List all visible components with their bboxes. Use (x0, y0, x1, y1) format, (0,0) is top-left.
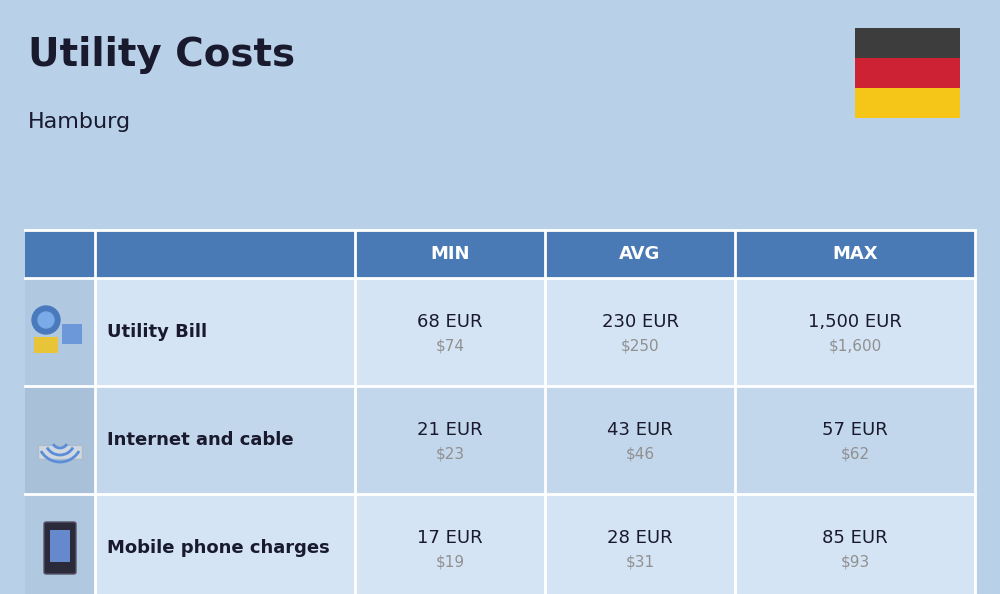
Text: $93: $93 (840, 555, 870, 570)
Text: $46: $46 (625, 447, 655, 462)
Text: MAX: MAX (832, 245, 878, 263)
Bar (855, 28, 960, 58)
Bar (95, 386, 975, 494)
Bar (62, 324, 82, 344)
Text: AVG: AVG (619, 245, 661, 263)
Bar (95, 278, 975, 386)
Bar (25, 386, 95, 494)
Bar (855, 88, 960, 118)
Text: 43 EUR: 43 EUR (607, 421, 673, 439)
Text: 230 EUR: 230 EUR (602, 313, 678, 331)
Text: 1,500 EUR: 1,500 EUR (808, 313, 902, 331)
Text: 68 EUR: 68 EUR (417, 313, 483, 331)
Bar (855, 58, 960, 88)
FancyBboxPatch shape (44, 522, 76, 574)
Bar (50, 530, 70, 562)
Text: 21 EUR: 21 EUR (417, 421, 483, 439)
Text: 28 EUR: 28 EUR (607, 529, 673, 547)
Circle shape (38, 312, 54, 328)
Circle shape (32, 306, 60, 334)
Text: Utility Bill: Utility Bill (107, 323, 207, 341)
Text: Mobile phone charges: Mobile phone charges (107, 539, 330, 557)
Bar (25, 230, 975, 278)
Bar (34, 337, 58, 353)
Text: $250: $250 (621, 339, 659, 353)
Text: $19: $19 (435, 555, 465, 570)
Text: 85 EUR: 85 EUR (822, 529, 888, 547)
Text: $62: $62 (840, 447, 870, 462)
Text: Hamburg: Hamburg (28, 112, 131, 132)
Text: MIN: MIN (430, 245, 470, 263)
Bar (25, 278, 95, 386)
Bar (95, 494, 975, 594)
Bar (38, 445, 82, 459)
Bar (25, 494, 95, 594)
Text: Utility Costs: Utility Costs (28, 36, 295, 74)
Text: $1,600: $1,600 (828, 339, 882, 353)
Text: 17 EUR: 17 EUR (417, 529, 483, 547)
Text: 57 EUR: 57 EUR (822, 421, 888, 439)
Text: $31: $31 (625, 555, 655, 570)
Text: $74: $74 (436, 339, 464, 353)
Text: Internet and cable: Internet and cable (107, 431, 294, 449)
Text: $23: $23 (435, 447, 465, 462)
